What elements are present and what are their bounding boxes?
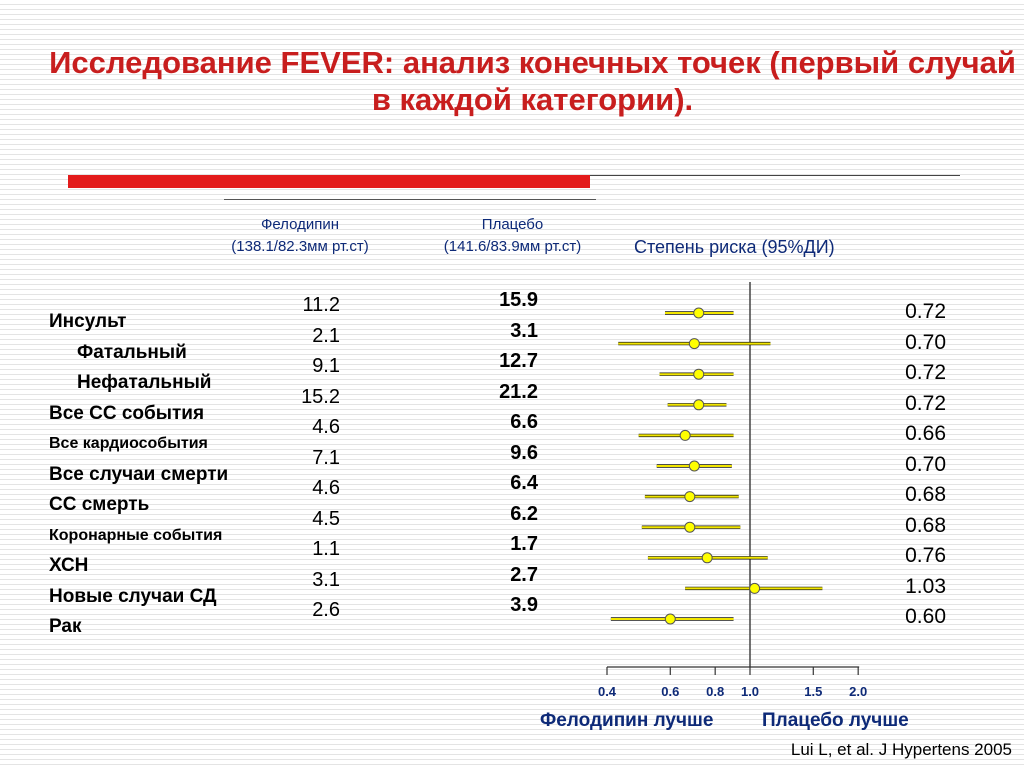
column-divider	[224, 199, 596, 200]
axis-tick-label: 2.0	[849, 684, 868, 699]
felodipine-value: 11.2	[302, 294, 340, 316]
hr-value: 0.68	[905, 483, 946, 506]
endpoint-label: ХСН	[49, 555, 89, 576]
felodipine-value: 4.6	[312, 416, 340, 438]
hr-point	[688, 338, 700, 350]
endpoint-labels: Инсульт Фатальный Нефатальный Все СС соб…	[49, 307, 228, 643]
favors-felodipine-label: Фелодипин лучше	[540, 710, 714, 731]
placebo-value: 2.7	[510, 563, 538, 586]
placebo-value: 6.4	[510, 472, 538, 494]
placebo-value: 3.9	[510, 594, 538, 616]
felodipine-value: 2.1	[312, 324, 340, 347]
axis-tick-label: 0.8	[706, 684, 725, 699]
hr-point	[701, 552, 713, 564]
felodipine-value: 2.6	[312, 599, 340, 621]
endpoint-label: Коронарные события	[49, 526, 223, 544]
axis-tick-label: 0.4	[597, 684, 617, 699]
felodipine-value: 7.1	[312, 446, 340, 469]
hr-point	[749, 582, 761, 594]
felodipine-name: Фелодипин	[260, 216, 340, 233]
endpoint-label: Все СС события	[49, 402, 205, 424]
placebo-values: 15.9 3.1 12.7 21.2 6.6 9.6 6.4 6.2 1.7 2…	[440, 285, 538, 621]
hr-point	[688, 460, 700, 472]
felodipine-values: 11.2 2.1 9.1 15.2 4.6 7.1 4.6 4.5 1.1 3.…	[240, 290, 340, 626]
hr-value: 0.76	[905, 544, 946, 567]
placebo-value: 12.7	[499, 350, 538, 372]
endpoint-label: Новые случаи СД	[49, 585, 217, 607]
felodipine-value: 3.1	[312, 568, 340, 591]
placebo-value: 1.7	[510, 533, 538, 555]
hr-point	[679, 429, 691, 441]
axis-tick-label: 0.6	[661, 684, 680, 699]
hr-point	[693, 368, 705, 380]
placebo-value: 3.1	[510, 319, 538, 342]
placebo-header: Плацебо (141.6/83.9мм рт.ст)	[410, 214, 615, 258]
placebo-value: 9.6	[510, 441, 538, 464]
hr-point	[693, 399, 705, 411]
hazard-ratio-values: 0.72 0.70 0.72 0.72 0.66 0.70 0.68 0.68 …	[880, 297, 946, 633]
favors-placebo-label: Плацебо лучше	[762, 710, 909, 731]
endpoint-label: Рак	[49, 616, 82, 637]
placebo-value: 6.2	[510, 502, 538, 525]
hr-point	[664, 613, 676, 625]
placebo-name: Плацебо	[481, 216, 544, 233]
felodipine-value: 4.6	[312, 477, 340, 499]
citation: Lui L, et al. J Hypertens 2005	[790, 740, 1012, 759]
felodipine-bp: (138.1/82.3мм рт.ст)	[231, 238, 369, 255]
felodipine-header: Фелодипин (138.1/82.3мм рт.ст)	[195, 214, 405, 258]
endpoint-label: СС смерть	[49, 494, 150, 515]
hr-point	[693, 307, 705, 319]
felodipine-value: 4.5	[312, 507, 340, 530]
axis-tick-label: 1.0	[740, 684, 760, 699]
placebo-value: 21.2	[499, 380, 538, 403]
axis-tick-label: 1.5	[804, 684, 823, 699]
endpoint-label: Все кардиособытия	[49, 435, 208, 452]
endpoint-label: Фатальный	[77, 341, 187, 363]
header-divider	[590, 175, 960, 176]
hr-value: 0.66	[905, 422, 946, 445]
felodipine-value: 1.1	[312, 538, 340, 560]
endpoint-label: Нефатальный	[77, 372, 212, 393]
placebo-bp: (141.6/83.9мм рт.ст)	[443, 238, 582, 255]
forest-plot	[606, 282, 860, 675]
hr-value: 0.70	[905, 452, 946, 476]
hr-value: 0.72	[905, 300, 946, 323]
hr-point	[684, 491, 696, 503]
hr-value: 1.03	[905, 574, 946, 598]
endpoint-label: Инсульт	[49, 311, 127, 332]
hr-value: 0.60	[905, 605, 946, 628]
risk-header: Степень риска (95%ДИ)	[634, 237, 835, 257]
slide-title: Исследование FEVER: анализ конечных точе…	[49, 45, 1016, 117]
placebo-value: 6.6	[510, 411, 538, 433]
hr-value: 0.72	[905, 361, 946, 384]
placebo-value: 15.9	[499, 289, 538, 311]
hr-value: 0.70	[905, 330, 946, 354]
hr-value: 0.72	[905, 391, 946, 415]
felodipine-value: 15.2	[301, 385, 340, 408]
red-accent-bar	[68, 175, 590, 188]
hr-point	[684, 521, 696, 533]
hr-value: 0.68	[905, 513, 946, 537]
endpoint-label: Все случаи смерти	[49, 463, 229, 485]
felodipine-value: 9.1	[312, 355, 340, 377]
